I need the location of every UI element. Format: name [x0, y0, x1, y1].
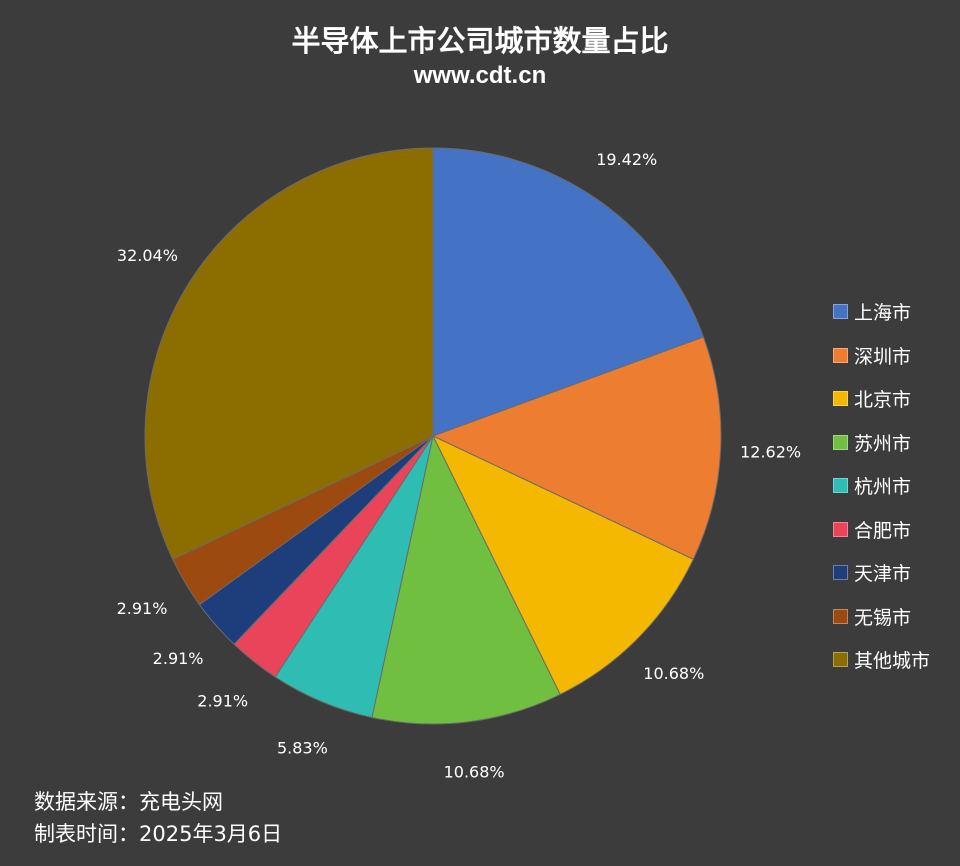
legend-swatch-1 [833, 304, 848, 320]
legend-item-9: 其他城市 [833, 638, 930, 682]
legend-item-2: 深圳市 [833, 334, 930, 378]
data-label-3: 10.68% [643, 664, 704, 683]
legend: 上海市深圳市北京市苏州市杭州市合肥市天津市无锡市其他城市 [833, 290, 930, 682]
data-label-9: 32.04% [117, 246, 178, 265]
legend-label-3: 北京市 [854, 389, 912, 412]
legend-swatch-5 [833, 478, 848, 494]
source-note: 数据来源：充电头网 [34, 790, 223, 814]
legend-swatch-9 [833, 652, 848, 668]
pie-slice-3 [431, 434, 694, 696]
legend-label-5: 杭州市 [854, 476, 912, 499]
data-label-6: 2.91% [197, 692, 248, 711]
chart-subtitle: www.cdt.cn [413, 62, 547, 89]
legend-swatch-4 [833, 434, 848, 450]
legend-swatch-8 [833, 608, 848, 624]
legend-item-4: 苏州市 [833, 421, 930, 465]
legend-swatch-2 [833, 347, 848, 363]
legend-label-6: 合肥市 [854, 519, 912, 542]
legend-swatch-3 [833, 391, 848, 407]
pie-slice-2 [431, 336, 722, 560]
legend-item-5: 杭州市 [833, 464, 930, 508]
legend-swatch-6 [833, 521, 848, 537]
pie-slice-9 [144, 147, 434, 560]
chart-title: 半导体上市公司城市数量占比 [291, 24, 669, 58]
data-label-8: 2.91% [117, 599, 168, 618]
legend-label-9: 其他城市 [854, 650, 931, 673]
pie-slice-1 [432, 147, 705, 437]
legend-label-8: 无锡市 [854, 606, 912, 629]
legend-label-1: 上海市 [854, 302, 912, 325]
legend-item-3: 北京市 [833, 377, 930, 421]
legend-item-6: 合肥市 [833, 508, 930, 552]
data-label-4: 10.68% [444, 763, 505, 782]
data-label-5: 5.83% [277, 739, 328, 758]
data-label-1: 19.42% [596, 150, 657, 169]
legend-label-4: 苏州市 [854, 432, 912, 455]
pie-slice-4 [371, 434, 561, 725]
legend-label-7: 天津市 [854, 563, 912, 586]
data-label-7: 2.91% [153, 649, 204, 668]
legend-item-7: 天津市 [833, 551, 930, 595]
legend-swatch-7 [833, 565, 848, 581]
legend-label-2: 深圳市 [854, 345, 912, 368]
legend-item-1: 上海市 [833, 290, 930, 334]
legend-item-8: 无锡市 [833, 595, 930, 639]
data-label-2: 12.62% [740, 443, 801, 462]
date-note: 制表时间：2025年3月6日 [34, 822, 283, 846]
